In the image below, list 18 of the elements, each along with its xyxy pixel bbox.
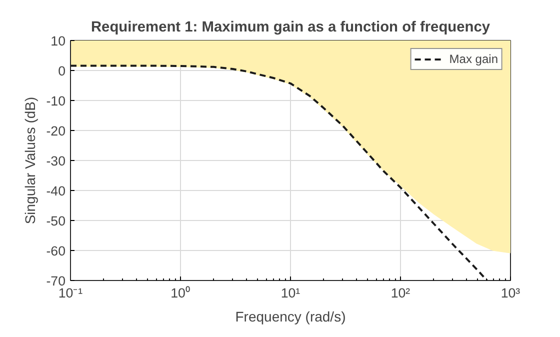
y-tick-label: -60 xyxy=(46,244,66,258)
y-tick-label: -50 xyxy=(46,214,66,228)
x-tick-label: 10³ xyxy=(500,286,521,300)
y-tick-label: -20 xyxy=(46,124,66,138)
x-tick-label: 10² xyxy=(390,286,411,300)
x-tick-label: 10¹ xyxy=(280,286,301,300)
y-axis-title: Singular Values (dB) xyxy=(22,96,38,224)
x-axis-title: Frequency (rad/s) xyxy=(235,308,346,324)
x-tick-label: 10⁻¹ xyxy=(58,286,84,300)
y-tick-label: -70 xyxy=(46,274,66,288)
y-tick-label: -40 xyxy=(46,184,66,198)
y-tick-label: -30 xyxy=(46,154,66,168)
legend-label: Max gain xyxy=(449,52,498,66)
y-tick-label: 10 xyxy=(50,34,66,48)
x-tick-label: 10⁰ xyxy=(170,286,190,300)
y-tick-label: -10 xyxy=(46,94,66,108)
y-tick-label: 0 xyxy=(58,64,66,78)
chart-title: Requirement 1: Maximum gain as a function of frequency xyxy=(90,20,491,36)
